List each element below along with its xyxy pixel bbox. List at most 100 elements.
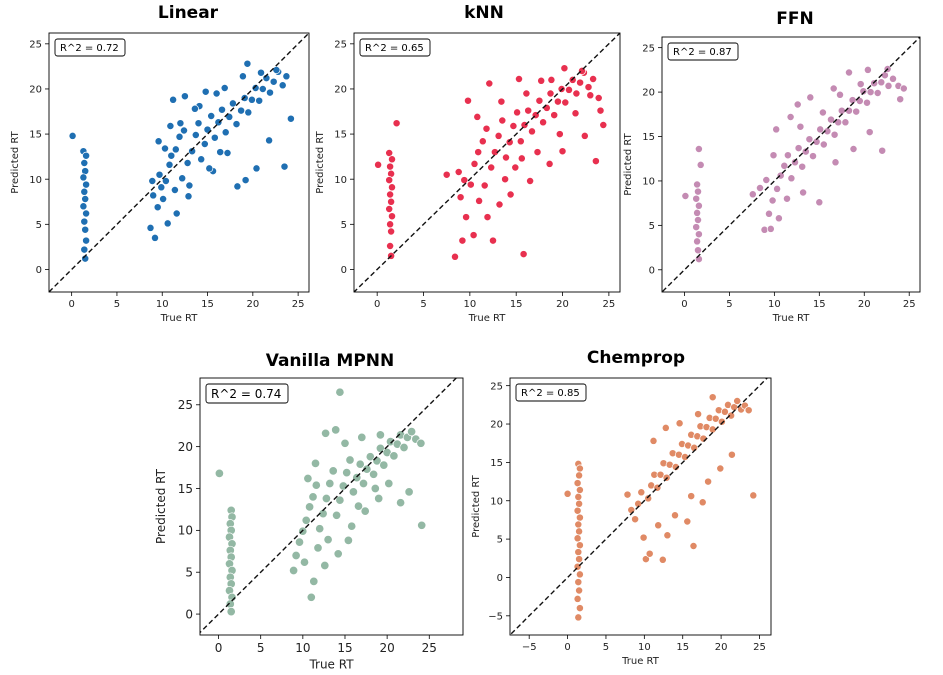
x-tick: 15: [337, 635, 353, 655]
scatter-point: [149, 191, 158, 200]
scatter-point: [386, 162, 395, 171]
x-tick: 10: [463, 292, 476, 310]
scatter-point: [716, 464, 725, 473]
scatter-point: [154, 137, 163, 146]
scatter-point: [584, 83, 593, 92]
scatter-point: [495, 200, 504, 209]
x-tick-label: 20: [379, 641, 394, 655]
scatter-point: [896, 95, 905, 104]
y-tick-label: 0: [185, 607, 193, 621]
y-tick-label: 15: [29, 130, 42, 141]
y-tick: 15: [490, 458, 510, 469]
scatter-point: [280, 162, 289, 171]
scatter-point: [165, 160, 174, 169]
y-tick: 10: [642, 177, 662, 188]
x-tick: 5: [420, 292, 427, 310]
scatter-point: [553, 97, 562, 106]
scatter-point: [286, 114, 295, 123]
scatter-point: [487, 163, 496, 172]
y-tick-label: 0: [497, 573, 503, 584]
r2-label: R^2 = 0.72: [60, 43, 119, 54]
scatter-point: [308, 492, 318, 502]
scatter-point: [385, 176, 394, 185]
scatter-point: [226, 607, 236, 617]
scatter-point: [748, 190, 757, 199]
panel-linear: Linear True RT Predicted RT 0 5 10 15 20 25 0 5…: [10, 3, 310, 324]
x-tick-label: 15: [813, 299, 826, 310]
scatter-point: [766, 224, 775, 233]
x-tick: 25: [603, 292, 615, 310]
scatter-point: [474, 148, 483, 157]
y-tick: 25: [334, 39, 354, 50]
scatter-point: [818, 108, 827, 117]
scatter-point: [241, 176, 250, 185]
scatter-point: [345, 455, 355, 465]
scatter-point: [573, 594, 582, 603]
scatter-point: [498, 116, 507, 125]
scatter-point: [661, 423, 670, 432]
x-axis-label: True RT: [160, 313, 199, 324]
scatter-point: [575, 586, 584, 595]
scatter-point: [200, 140, 209, 148]
x-axis-label: True RT: [468, 313, 507, 324]
scatter-point: [462, 213, 471, 222]
scatter-point: [580, 131, 589, 140]
scatter-point: [157, 183, 166, 192]
scatter-point: [717, 417, 726, 426]
scatter-point: [265, 136, 274, 145]
scatter-point: [561, 98, 570, 107]
y-tick: −5: [488, 611, 510, 622]
scatter-point: [321, 428, 331, 438]
x-tick-label: 15: [201, 299, 214, 310]
scatter-point: [798, 162, 807, 171]
scatter-point: [575, 499, 584, 508]
scatter-point: [306, 592, 316, 602]
scatter-point: [407, 427, 417, 437]
axes-frame: [199, 377, 464, 636]
x-tick-label: 0: [564, 642, 570, 653]
scatter-point: [565, 85, 573, 94]
chart-title: kNN: [464, 3, 504, 23]
scatter-point: [596, 106, 605, 115]
scatter-point: [805, 135, 814, 144]
x-tick: 20: [715, 635, 727, 653]
scatter-point: [389, 451, 399, 461]
x-tick: 0: [215, 635, 223, 655]
scatter-point: [188, 147, 197, 156]
scatter-point: [772, 125, 781, 134]
scatter-point: [708, 393, 717, 402]
scatter-point: [358, 478, 369, 489]
scatter-point: [780, 161, 789, 170]
scatter-point: [357, 432, 367, 442]
scatter-point: [451, 252, 459, 261]
y-tick-label: 20: [178, 440, 193, 454]
scatter-point: [333, 549, 343, 559]
identity-line: [510, 378, 769, 635]
scatter-point: [815, 198, 824, 207]
scatter-point: [627, 506, 636, 514]
scatter-point: [519, 250, 528, 259]
scatter-point: [190, 104, 199, 113]
x-tick-label: 0: [215, 641, 223, 655]
scatter-point: [201, 87, 210, 96]
scatter-point: [698, 498, 707, 507]
scatter-point: [762, 176, 771, 184]
scatter-point: [335, 387, 345, 397]
scatter-point: [594, 94, 603, 102]
r2-box: R^2 = 0.74: [205, 383, 289, 404]
scatter-point: [289, 565, 299, 576]
scatter-point: [194, 119, 203, 128]
scatter-point: [159, 195, 168, 203]
scatter-point: [386, 242, 395, 250]
scatter-point: [830, 130, 839, 139]
x-tick: 15: [813, 292, 826, 310]
scatter-point: [197, 155, 206, 164]
scatter-point: [385, 205, 394, 213]
scatter-point: [335, 495, 345, 505]
scatter-point: [563, 489, 572, 498]
scatter-point: [899, 84, 908, 93]
scatter-point: [575, 486, 584, 494]
chart-title: Vanilla MPNN: [266, 351, 395, 371]
scatter-point: [387, 197, 396, 206]
